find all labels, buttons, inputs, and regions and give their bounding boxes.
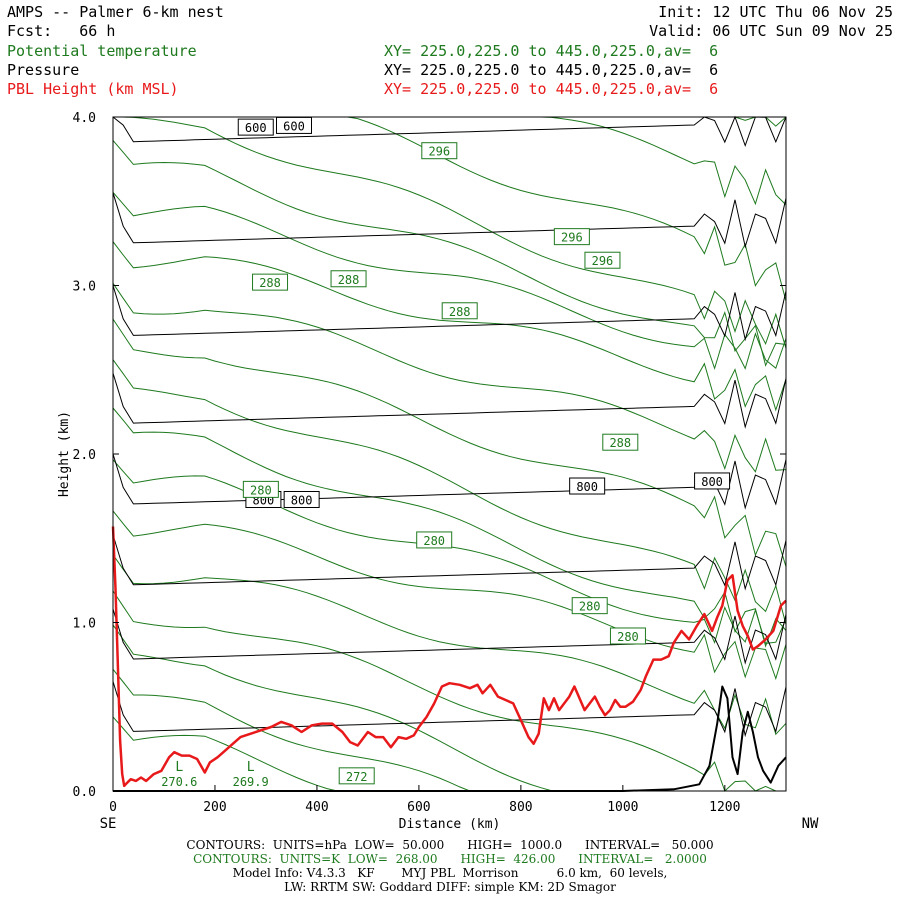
pressure-contour-label: 800 [701,475,723,489]
pressure-contour-line [112,115,787,147]
theta-contour-label: 280 [617,630,639,644]
pressure-contour-line [112,681,787,738]
forecast-hour: Fcst: 66 h [7,22,116,40]
x-axis-right-end-label: NW [802,816,819,832]
x-tick-label: 1000 [607,800,638,815]
theta-contour-line [112,191,787,371]
theta-contour-line [112,510,787,681]
theta-contour-line [112,318,787,567]
theta-contour-label: 288 [259,276,281,290]
theta-contour-label-box [553,228,590,246]
pressure-contour-label-box [237,118,274,136]
x-axis-label: Distance (km) [399,817,501,832]
chart-title: AMPS -- Palmer 6-km nest [7,3,224,21]
theta-contour-line [112,283,787,473]
low-center-letter: L [175,760,183,775]
pressure-contour-label: 600 [283,119,305,133]
theta-contour-line [112,590,786,792]
pressure-contour-label: 800 [291,493,313,507]
low-center-value: 270.6 [161,775,197,789]
theta-contour-label: 272 [346,770,368,784]
y-tick-label: 0.0 [73,785,96,800]
theta-contour-label-box [330,270,367,288]
low-center-value: 269.9 [233,775,269,789]
x-tick-label: 800 [509,800,532,815]
theta-contour-line [112,241,787,412]
theta-contour-label-box [584,251,621,269]
valid-time: Valid: 06 UTC Sun 09 Nov 25 [649,22,893,40]
theta-contour-label: 280 [423,534,445,548]
pressure-contours [112,115,787,738]
field-label-theta: Potential temperature [7,42,197,60]
theta-contour-label-box [252,273,289,291]
theta-contour-line [112,359,787,625]
y-tick-label: 1.0 [73,617,96,632]
field-xy-pressure: XY= 225.0,225.0 to 445.0,225.0,av= 6 [384,61,719,79]
theta-contour-line [112,716,786,792]
pressure-contour-line [112,372,787,429]
terrain-line [113,685,787,792]
pressure-contour-line [112,285,787,342]
theta-contour-label-box [421,142,458,160]
y-axis-label: Height (km) [57,411,72,497]
pressure-contour-label: 800 [576,480,598,494]
field-label-pressure: Pressure [7,61,80,79]
pbl-height-line [111,526,787,788]
pressure-contour-label-box [569,477,606,495]
y-tick-label: 3.0 [73,280,96,295]
y-tick-label: 2.0 [73,448,96,463]
pressure-contour-line [112,453,787,510]
theta-contour-label-box [602,433,639,451]
theta-contour-line [113,116,787,127]
x-tick-label: 200 [203,800,226,815]
pressure-contour-info: CONTOURS: UNITS=hPa LOW= 50.000 HIGH= 10… [186,838,714,852]
theta-contour-label-box [609,627,646,645]
theta-contour-label: 288 [338,273,360,287]
theta-contour-line [112,407,787,648]
pressure-contour-line [112,192,787,249]
model-info: Model Info: V4.3.3 KF MYJ PBL Morrison 6… [232,866,668,880]
theta-contour-label: 296 [561,231,583,245]
theta-contour-label-box [338,767,375,785]
low-center-letter: L [247,760,255,775]
theta-contour-label: 296 [428,145,450,159]
pressure-contour-label: 600 [245,121,267,135]
field-label-pbl: PBL Height (km MSL) [7,80,179,98]
theta-contour-label-box [242,480,279,498]
x-tick-label: 400 [305,800,328,815]
theta-contour-label-box [416,531,453,549]
x-tick-label: 0 [109,800,117,815]
x-tick-label: 1200 [709,800,740,815]
theta-contours [112,116,787,792]
physics-info: LW: RRTM SW: Goddard DIFF: simple KM: 2D… [284,880,616,894]
x-axis-left-end-label: SE [100,816,117,832]
init-time: Init: 12 UTC Thu 06 Nov 25 [658,3,893,21]
theta-contour-line [112,140,787,367]
theta-contour-line [112,668,786,792]
theta-contour-label-box [441,302,478,320]
theta-contour-line [112,554,787,736]
pressure-contour-label-box [694,472,731,490]
plot-frame [112,116,787,792]
pressure-contour-line [112,534,787,591]
field-xy-theta: XY= 225.0,225.0 to 445.0,225.0,av= 6 [384,42,719,60]
theta-contour-label: 288 [609,436,631,450]
pressure-contour-label-box [283,490,320,508]
field-xy-pbl: XY= 225.0,225.0 to 445.0,225.0,av= 6 [384,80,719,98]
theta-contour-label: 288 [449,305,471,319]
theta-contour-label: 296 [592,254,614,268]
theta-contour-label: 280 [579,600,601,614]
x-tick-label: 600 [407,800,430,815]
theta-contour-label-box [571,597,608,615]
y-tick-label: 4.0 [73,111,96,126]
theta-contour-info: CONTOURS: UNITS=K LOW= 268.00 HIGH= 426.… [193,852,707,866]
theta-contour-label: 280 [250,483,272,497]
